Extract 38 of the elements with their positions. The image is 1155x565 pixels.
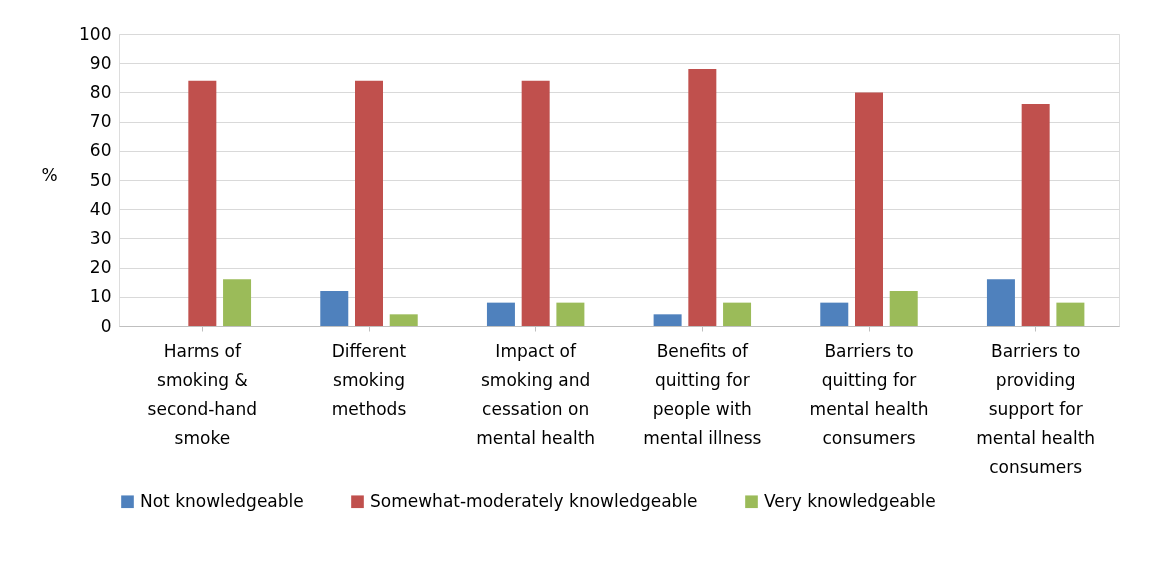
bar	[1056, 302, 1085, 326]
bar	[355, 80, 383, 326]
y-tick-label: 20	[89, 257, 112, 278]
bar	[889, 290, 918, 326]
legend-label: Not knowledgeable	[140, 490, 304, 511]
bar	[855, 92, 883, 326]
y-tick-label: 80	[89, 81, 112, 102]
bar	[688, 69, 717, 326]
x-tick-label: Harms of smoking & second-hand smoke	[147, 340, 258, 448]
bar	[986, 279, 1015, 326]
y-tick-label: 50	[89, 169, 112, 190]
y-axis-title: %	[41, 164, 58, 185]
x-tick-label: Different smoking methods	[331, 340, 407, 419]
y-tick-label: 0	[100, 315, 112, 336]
bar	[521, 80, 550, 326]
legend-label: Very knowledgeable	[764, 490, 936, 511]
x-tick-label: Barriers to quitting for mental health consumers	[809, 340, 929, 448]
bar	[188, 80, 217, 326]
y-tick-label: 100	[79, 23, 112, 44]
bar	[820, 302, 849, 326]
y-tick-label: 30	[89, 227, 112, 248]
y-tick-label: 40	[89, 198, 112, 219]
y-tick-label: 10	[89, 286, 112, 307]
bar	[1021, 104, 1050, 326]
bar	[556, 302, 585, 326]
bar	[389, 314, 418, 326]
bar	[486, 302, 515, 326]
x-tick-label: Barriers to providing support for mental health consumers	[976, 340, 1096, 477]
x-tick-label: Benefits of quitting for people with mental illness	[643, 340, 762, 448]
y-tick-label: 70	[89, 111, 112, 132]
bar	[223, 279, 252, 326]
y-tick-label: 90	[89, 52, 112, 73]
y-tick-label: 60	[89, 140, 112, 161]
bar	[653, 314, 682, 326]
legend-label: Somewhat-moderately knowledgeable	[370, 490, 698, 511]
bar	[320, 290, 349, 326]
x-tick-label: Impact of smoking and cessation on mental health	[476, 340, 596, 448]
bar	[723, 302, 752, 326]
